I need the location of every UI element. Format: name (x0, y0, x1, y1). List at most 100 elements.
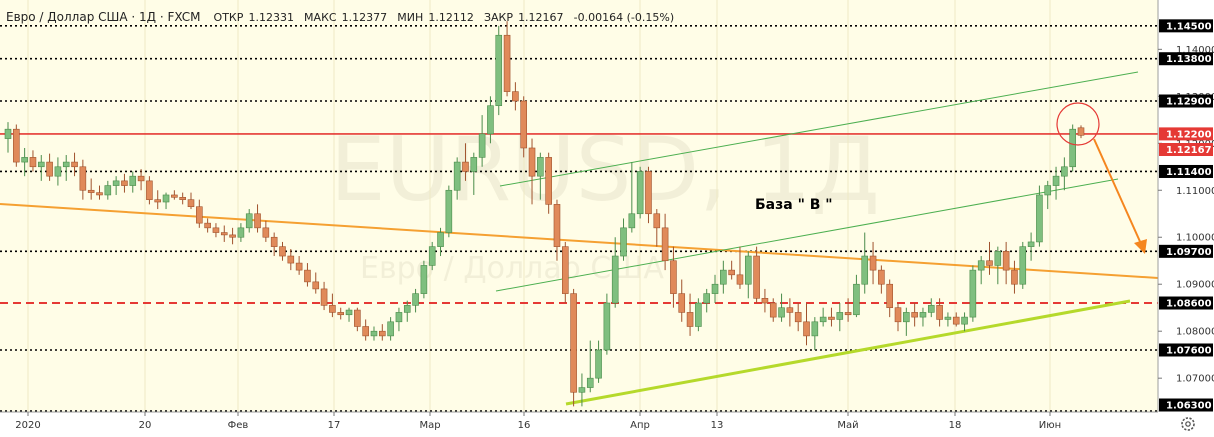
candle-body-27 (229, 234, 236, 238)
candle-body-82 (686, 312, 694, 327)
level-label-6: 1.08600 (1166, 299, 1212, 310)
candle-body-52 (437, 232, 444, 247)
header-high: 1.12377 (342, 11, 388, 24)
level-label-bg-2 (1159, 94, 1213, 108)
support-line-lime (565, 299, 1131, 406)
candle-body-14 (121, 180, 128, 186)
candle-body-6 (54, 166, 62, 177)
candle-body-59 (495, 34, 503, 107)
candle-body-125 (1044, 185, 1052, 196)
candle-body-95 (794, 312, 802, 323)
candle-body-53 (445, 189, 453, 233)
time-tick-7: 13 (711, 420, 724, 431)
candle-body-98 (819, 316, 827, 323)
candle-body-96 (803, 321, 810, 337)
candle-body-3 (29, 157, 37, 168)
candle-body-122 (1019, 246, 1027, 285)
time-tick-2: Фев (228, 420, 249, 431)
candle-body-89 (744, 255, 752, 285)
candle-body-10 (87, 189, 95, 193)
candle-body-55 (462, 161, 469, 172)
candle-body-93 (778, 307, 785, 318)
candle-body-50 (420, 265, 428, 294)
annotation-text: База " В " (755, 197, 833, 213)
candle-body-84 (703, 293, 710, 304)
candle-body-73 (611, 255, 619, 304)
candle-body-56 (470, 157, 478, 172)
price-axis-background[interactable] (1158, 0, 1214, 437)
candle-body-22 (187, 199, 195, 208)
candle-body-17 (146, 180, 153, 200)
candle-body-48 (403, 305, 411, 313)
candle-body-44 (370, 330, 378, 337)
candle-body-126 (1052, 175, 1060, 186)
candle-body-74 (620, 227, 627, 257)
price-tick-5: 1.09000 (1176, 280, 1214, 291)
level-label-7: 1.07600 (1166, 345, 1212, 356)
highlight-circle (1056, 102, 1100, 146)
forecast-arrow (1093, 138, 1143, 247)
candle-body-79 (661, 227, 669, 262)
candle-body-13 (112, 180, 120, 186)
candle-body-106 (886, 283, 893, 309)
candle-body-107 (894, 307, 902, 323)
candle-body-16 (137, 175, 145, 182)
level-labels: 1.14500 1.13800 1.12900 1.12200 1.11400 1.097… (1159, 19, 1213, 412)
candle-body-29 (245, 213, 253, 229)
candle-body-91 (761, 298, 769, 304)
candle-body-123 (1027, 241, 1035, 247)
header-close: 1.12167 (518, 11, 564, 24)
level-label-bg-5 (1159, 244, 1213, 258)
candle-body-33 (279, 246, 286, 257)
candle-body-72 (603, 302, 611, 351)
price-tick-3: 1.11000 (1176, 186, 1214, 197)
candle-body-129 (1077, 127, 1085, 136)
level-label-1: 1.13800 (1166, 54, 1212, 65)
candle-body-70 (586, 377, 594, 388)
candle-body-111 (927, 305, 935, 313)
candle-body-43 (362, 326, 369, 337)
candle-body-120 (1002, 251, 1010, 271)
candle-body-97 (811, 321, 819, 337)
header: Евро / Доллар США · 1Д · FXCM ОТКР 1.123… (6, 10, 674, 24)
time-axis: 2020 20 Фев 17 Мар 16 Апр 13 Май 18 Июн (0, 411, 1214, 437)
candle-body-94 (786, 307, 794, 313)
level-label-bg-1 (1159, 52, 1213, 66)
candle-body-62 (520, 100, 527, 149)
candle-body-109 (911, 312, 918, 318)
candle-body-102 (853, 283, 860, 316)
candle-body-7 (62, 161, 70, 168)
time-tick-0: 2020 (15, 420, 40, 431)
level-label-0: 1.14500 (1166, 21, 1212, 32)
header-high-label: МАКС (304, 11, 337, 24)
candle-body-39 (329, 305, 336, 313)
candle-body-112 (936, 305, 943, 320)
candle-body-90 (753, 255, 760, 299)
candle-body-117 (977, 260, 985, 271)
candle-body-38 (320, 288, 328, 306)
candle-body-81 (678, 293, 686, 313)
candle-body-49 (412, 293, 419, 306)
candle-body-47 (395, 312, 403, 323)
header-low-label: МИН (397, 11, 423, 24)
candle-body-31 (262, 227, 270, 238)
candle-body-30 (254, 213, 261, 229)
trendline-orange (0, 203, 1159, 279)
trendlines (0, 71, 1159, 406)
level-label-4: 1.11400 (1166, 167, 1212, 178)
candle-body-28 (237, 227, 245, 238)
candles (4, 21, 1085, 407)
candle-body-68 (570, 293, 577, 393)
candle-body-69 (578, 387, 586, 393)
candle-body-34 (287, 255, 295, 264)
settings-gear-icon[interactable] (1181, 417, 1195, 431)
time-axis-background[interactable] (0, 412, 1158, 437)
time-tick-3: 17 (328, 420, 341, 431)
candle-body-57 (478, 133, 486, 158)
candle-body-78 (653, 213, 661, 229)
candle-body-100 (836, 312, 844, 320)
channel-upper-line (499, 71, 1139, 187)
candle-body-15 (129, 175, 137, 186)
candle-body-67 (562, 246, 569, 294)
candle-body-77 (645, 171, 652, 215)
